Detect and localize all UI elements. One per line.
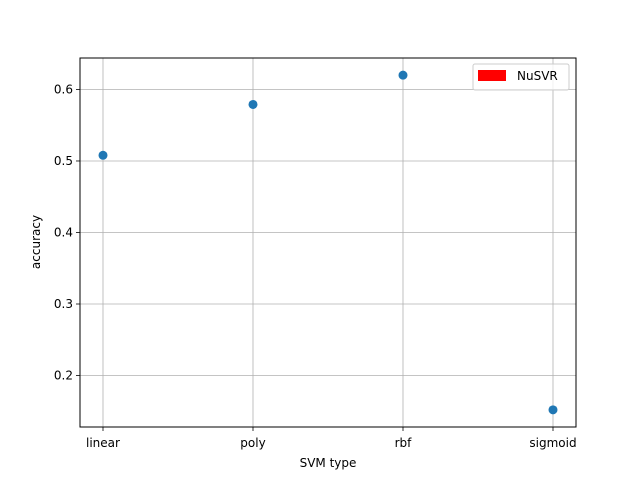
x-tick-label: poly: [240, 436, 265, 450]
y-tick-label: 0.3: [54, 297, 73, 311]
legend-label-nusvr: NuSVR: [517, 69, 558, 83]
data-point-sigmoid: [548, 405, 558, 415]
grid: [80, 58, 576, 427]
x-tick-label: rbf: [395, 436, 413, 450]
plot-frame: [79, 57, 577, 428]
x-axis-ticks: linear poly rbf sigmoid: [86, 427, 577, 450]
y-tick-label: 0.4: [54, 225, 73, 239]
y-axis-ticks: 0.2 0.3 0.4 0.5 0.6: [54, 82, 80, 383]
legend-swatch-nusvr: [478, 70, 506, 81]
data-point-linear: [98, 150, 108, 160]
data-points: [98, 70, 558, 415]
y-tick-label: 0.5: [54, 154, 73, 168]
data-point-rbf: [398, 70, 408, 80]
y-tick-label: 0.2: [54, 369, 73, 383]
x-tick-label: sigmoid: [529, 436, 576, 450]
legend: NuSVR: [472, 63, 570, 91]
y-axis-label: accuracy: [29, 215, 43, 269]
data-point-poly: [248, 99, 258, 109]
x-tick-label: linear: [86, 436, 120, 450]
y-tick-label: 0.6: [54, 82, 73, 96]
x-axis-label: SVM type: [300, 456, 357, 470]
